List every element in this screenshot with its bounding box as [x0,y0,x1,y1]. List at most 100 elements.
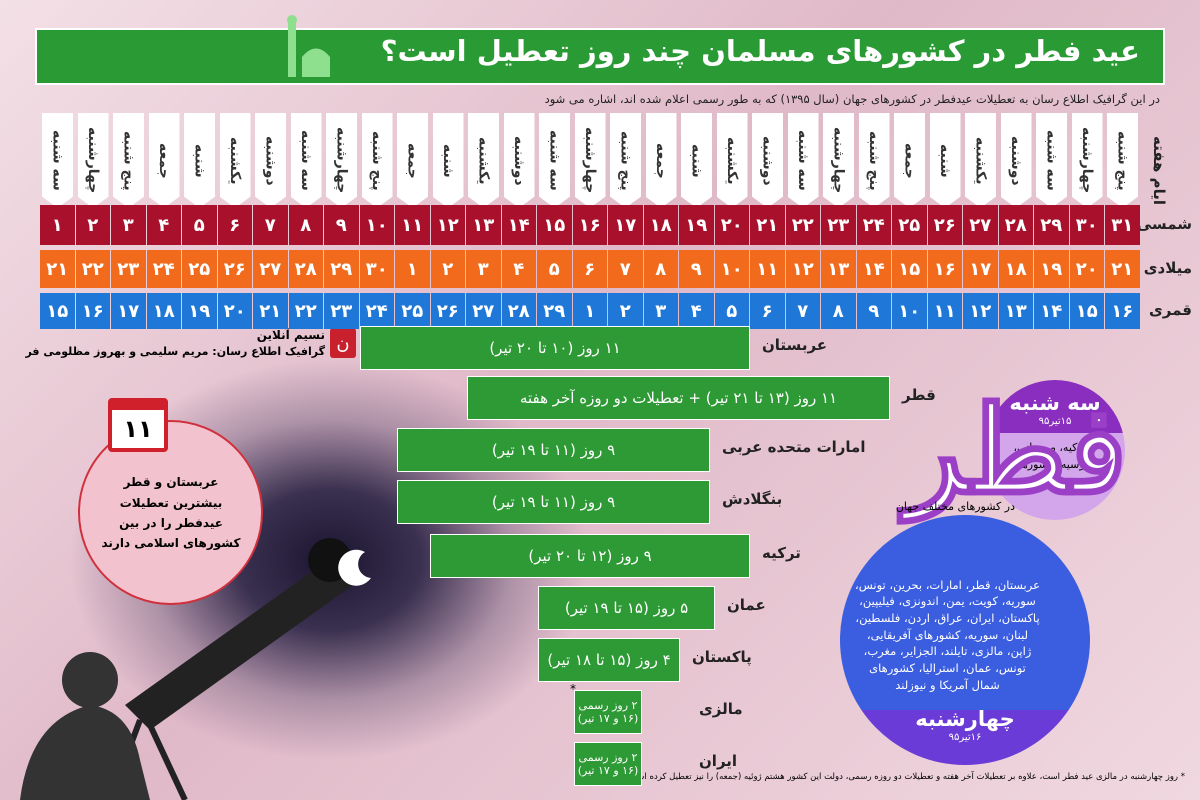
mosque-icon [260,12,355,94]
qamari-cell: ۲ [608,293,643,329]
weekday-cell: شنبه [184,113,215,208]
miladi-cell: ۶ [572,250,607,288]
shamsi-cell: ۲۳ [821,205,856,245]
miladi-cell: ۱۲ [785,250,820,288]
country-label: عمان [727,596,766,614]
shamsi-cell: ۱۵ [537,205,572,245]
weekday-cell: شنبه [432,113,464,208]
shamsi-cell: ۳۰ [1069,205,1104,245]
qamari-cell: ۱۶ [75,293,110,329]
weekday-cell: پنج شنبه [1107,113,1138,208]
weekday-cell: سه شنبه [787,113,819,208]
country-label: قطر [902,386,936,404]
shamsi-cell: ۵ [182,205,217,245]
miladi-cell: ۱۸ [998,250,1033,288]
qamari-cell: ۱۳ [998,293,1033,329]
miladi-cell: ۲۲ [75,250,110,288]
shamsi-cell: ۲۲ [785,205,820,245]
shamsi-cell: ۲۰ [714,205,749,245]
miladi-cell: ۱۴ [856,250,891,288]
qamari-cell: ۲۶ [430,293,465,329]
weekday-cell: جمعه [148,113,180,208]
miladi-cell: ۷ [608,250,643,288]
weekday-cell: پنج شنبه [610,113,641,208]
holiday-text: ۲ روز رسمی [578,751,638,764]
calendar-icon: ۱۱ [108,398,168,452]
qamari-cell: ۱۹ [182,293,217,329]
shamsi-cell: ۱۰ [359,205,394,245]
shamsi-cell: ۱۲ [430,205,465,245]
weekday-cell: یکشنبه [965,113,996,208]
weekday-cell: شنبه [681,113,712,208]
footnote-mark: * [570,682,576,696]
qamari-cell: ۱۷ [111,293,146,329]
qamari-cell: ۷ [785,293,820,329]
shamsi-cell: ۲۶ [927,205,962,245]
shamsi-cell: ۱۸ [643,205,678,245]
miladi-cell: ۲۸ [288,250,323,288]
shamsi-cell: ۲۷ [963,205,998,245]
shamsi-cell: ۷ [253,205,288,245]
qamari-cell: ۱۲ [963,293,998,329]
miladi-cell: ۸ [643,250,678,288]
country-label: امارات متحده عربی [722,438,866,456]
weekday-cell: سه شنبه [290,113,322,208]
country-label: بنگلادش [722,490,783,508]
shamsi-cell: ۱۶ [572,205,607,245]
qamari-cell: ۲۱ [253,293,288,329]
shamsi-cell: ۱۹ [679,205,714,245]
qamari-cell: ۸ [821,293,856,329]
qamari-cell: ۲۷ [466,293,501,329]
holiday-bar: ۱۱ روز (۱۰ تا ۲۰ تیر) [360,326,750,370]
country-label: مالزی [699,700,743,718]
holiday-text: ۲ روز رسمی [578,699,638,712]
qamari-cell: ۵ [714,293,749,329]
wednesday-day: چهارشنبه [915,707,1015,731]
weekday-cell: سه شنبه [539,113,570,208]
qamari-cell: ۱۵ [40,293,75,329]
qamari-cell: ۶ [750,293,785,329]
weekday-cell: جمعه [894,113,925,208]
row-label: ایام هفته [1150,135,1168,205]
miladi-cell: ۹ [679,250,714,288]
miladi-cell: ۴ [501,250,536,288]
qamari-cell: ۱ [572,293,607,329]
qamari-cell: ۱۰ [892,293,927,329]
weekday-cell: دوشنبه [503,113,535,208]
row-label: میلادی [1143,259,1192,277]
shamsi-cell: ۹ [324,205,359,245]
shamsi-cell: ۳ [111,205,146,245]
shamsi-cell: ۸ [288,205,323,245]
holiday-text: (۱۶ و ۱۷ تیر) [577,764,639,777]
weekday-cell: پنج شنبه [858,113,890,208]
shamsi-cell: ۲۹ [1034,205,1069,245]
weekday-cell: یکشنبه [468,113,499,208]
weekday-cell: چهارشنبه [574,113,606,208]
tuesday-circle [985,380,1125,520]
row-label: شمسی [1136,215,1192,233]
weekday-cell: سه شنبه [1036,113,1067,208]
qamari-cell: ۲۲ [288,293,323,329]
country-label: ایران [699,752,738,770]
weekday-cell: یکشنبه [716,113,748,208]
holiday-bar: ۲ روز رسمی (۱۶ و ۱۷ تیر) [574,690,642,734]
miladi-cell: ۲۰ [1069,250,1104,288]
logo-calligraphy: فطر [903,379,1128,523]
shamsi-cell: ۱۴ [501,205,536,245]
shamsi-cell: ۲ [75,205,110,245]
tuesday-date: ۱۵تیر۹۵ [1038,415,1072,427]
weekday-cell: پنج شنبه [113,113,144,208]
telescope-silhouette [20,538,360,800]
shamsi-cell: ۴ [146,205,181,245]
miladi-cell: ۱۷ [963,250,998,288]
holiday-bar: ۹ روز (۱۱ تا ۱۹ تیر) [397,428,710,472]
qamari-cell: ۲۵ [395,293,430,329]
shamsi-cell: ۱۳ [466,205,501,245]
weekday-cell: جمعه [397,113,428,208]
row-label: قمری [1149,301,1192,319]
weekday-cell: سه شنبه [42,113,73,208]
holiday-bar: ۴ روز (۱۵ تا ۱۸ تیر) [538,638,680,682]
weekday-cell: یکشنبه [219,113,251,208]
miladi-cell: ۱ [395,250,430,288]
